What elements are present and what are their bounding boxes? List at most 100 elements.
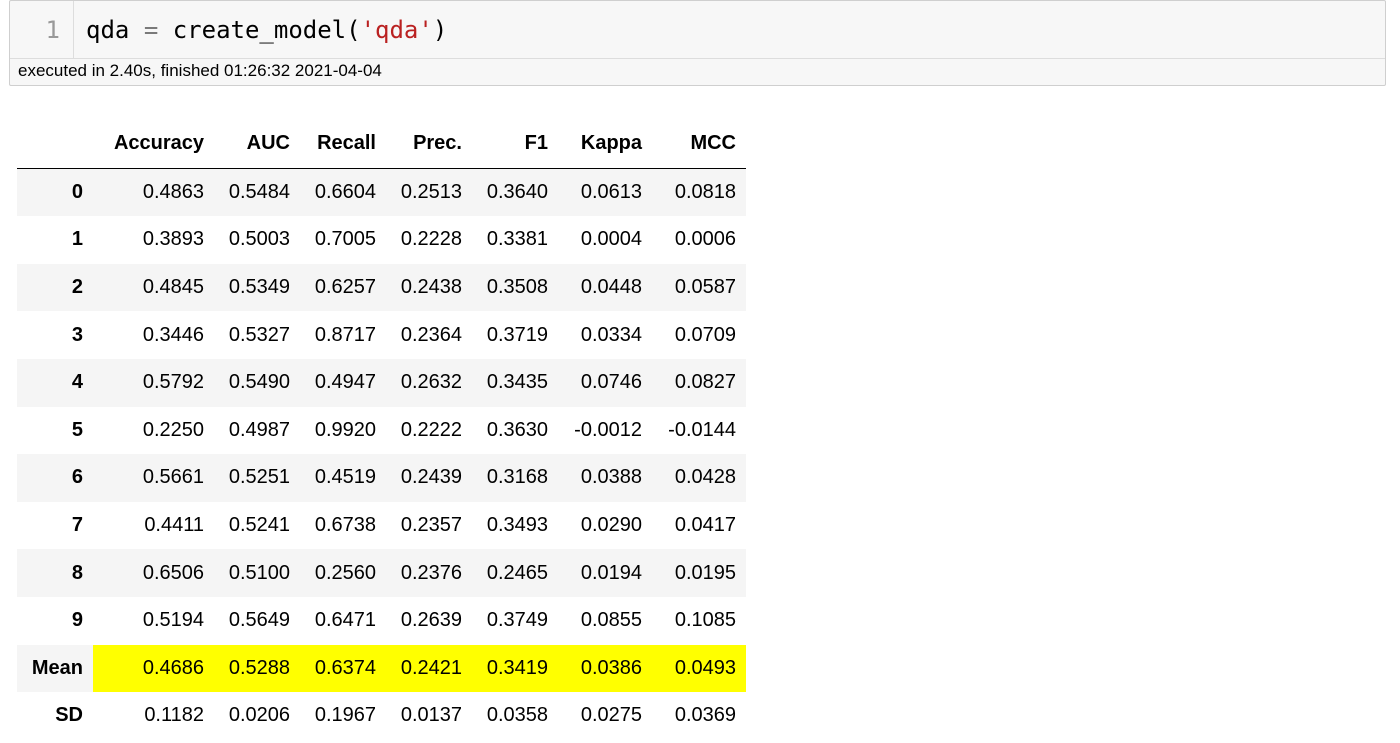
- table-row: 4 0.5792 0.5490 0.4947 0.2632 0.3435 0.0746 0.0…: [17, 358, 746, 407]
- table-cell: 0.3493: [472, 501, 558, 550]
- table-cell: 0.0428: [652, 454, 746, 502]
- table-cell: 0.3168: [472, 454, 558, 502]
- table-cell: 0.2222: [386, 406, 472, 455]
- table-cell: 0.0290: [558, 501, 652, 550]
- table-cell: 0.2560: [300, 549, 386, 597]
- table-cell: 0.0358: [472, 692, 558, 740]
- table-cell: 0.6738: [300, 501, 386, 550]
- table-cell: 0.5661: [93, 454, 214, 502]
- row-index: 2: [17, 263, 93, 312]
- table-cell: 0.5484: [214, 168, 300, 217]
- table-cell: 0.3381: [472, 216, 558, 264]
- row-index: Mean: [17, 644, 93, 693]
- table-cell: 0.3719: [472, 311, 558, 359]
- table-cell: 0.0818: [652, 168, 746, 217]
- table-cell: 0.0448: [558, 263, 652, 312]
- table-cell: 0.2438: [386, 263, 472, 312]
- code-variable: qda: [86, 15, 130, 44]
- table-cell: 0.0493: [652, 644, 746, 693]
- column-header: AUC: [214, 120, 300, 169]
- column-header: Accuracy: [93, 120, 214, 169]
- table-row: 3 0.3446 0.5327 0.8717 0.2364 0.3719 0.0334 0.0…: [17, 311, 746, 359]
- code-line[interactable]: qda = create_model('qda'): [74, 16, 447, 44]
- row-index: 0: [17, 168, 93, 217]
- table-cell: 0.3446: [93, 311, 214, 359]
- table-cell: 0.0334: [558, 311, 652, 359]
- table-row: 2 0.4845 0.5349 0.6257 0.2438 0.3508 0.0448 0.0…: [17, 263, 746, 312]
- table-cell: 0.4863: [93, 168, 214, 217]
- table-header-row: Accuracy AUC Recall Prec. F1 Kappa MCC: [17, 120, 746, 169]
- table-cell: 0.1085: [652, 596, 746, 645]
- table-cell: 0.3893: [93, 216, 214, 264]
- table-row: SD 0.1182 0.0206 0.1967 0.0137 0.0358 0.0275 0.…: [17, 692, 746, 740]
- table-cell: 0.6506: [93, 549, 214, 597]
- row-index: 4: [17, 358, 93, 407]
- code-paren: ): [432, 15, 448, 44]
- row-index: 9: [17, 596, 93, 645]
- table-cell: 0.3419: [472, 644, 558, 693]
- table-cell: 0.0137: [386, 692, 472, 740]
- code-function: create_model(: [172, 15, 361, 44]
- table-cell: 0.0709: [652, 311, 746, 359]
- table-cell: 0.2421: [386, 644, 472, 693]
- table-cell: 0.0275: [558, 692, 652, 740]
- table-cell: 0.5327: [214, 311, 300, 359]
- table-cell: 0.8717: [300, 311, 386, 359]
- table-cell: 0.2250: [93, 406, 214, 455]
- table-cell: 0.4947: [300, 358, 386, 407]
- table-row: 7 0.4411 0.5241 0.6738 0.2357 0.3493 0.0290 0.0…: [17, 501, 746, 550]
- column-header: Kappa: [558, 120, 652, 169]
- table-cell: 0.3640: [472, 168, 558, 217]
- code-cell[interactable]: 1 qda = create_model('qda') executed in …: [9, 0, 1386, 86]
- table-row-mean: Mean 0.4686 0.5288 0.6374 0.2421 0.3419 0.0386…: [17, 644, 746, 693]
- table-cell: -0.0144: [652, 406, 746, 455]
- table-cell: 0.0369: [652, 692, 746, 740]
- column-header: Prec.: [386, 120, 472, 169]
- table-cell: 0.0587: [652, 263, 746, 312]
- table-cell: 0.4519: [300, 454, 386, 502]
- table-row: 6 0.5661 0.5251 0.4519 0.2439 0.3168 0.0388 0.0…: [17, 454, 746, 502]
- table-cell: 0.0388: [558, 454, 652, 502]
- table-row: 0 0.4863 0.5484 0.6604 0.2513 0.3640 0.0613 0.0…: [17, 168, 746, 217]
- table-cell: 0.5251: [214, 454, 300, 502]
- table-cell: 0.5349: [214, 263, 300, 312]
- table-row: 5 0.2250 0.4987 0.9920 0.2222 0.3630 -0.0012 -0…: [17, 406, 746, 455]
- table-cell: 0.2364: [386, 311, 472, 359]
- table-cell: 0.0613: [558, 168, 652, 217]
- table-cell: 0.1182: [93, 692, 214, 740]
- row-index: 5: [17, 406, 93, 455]
- table-cell: 0.9920: [300, 406, 386, 455]
- output-area: Accuracy AUC Recall Prec. F1 Kappa MCC 0…: [17, 120, 746, 740]
- table-cell: 0.6374: [300, 644, 386, 693]
- table-cell: 0.2465: [472, 549, 558, 597]
- table-cell: 0.5649: [214, 596, 300, 645]
- column-header: F1: [472, 120, 558, 169]
- table-cell: 0.5792: [93, 358, 214, 407]
- table-cell: 0.4845: [93, 263, 214, 312]
- row-index: 3: [17, 311, 93, 359]
- table-cell: 0.3435: [472, 358, 558, 407]
- code-operator: =: [143, 15, 159, 44]
- table-row: 1 0.3893 0.5003 0.7005 0.2228 0.3381 0.0004 0.0…: [17, 216, 746, 264]
- table-row: 9 0.5194 0.5649 0.6471 0.2639 0.3749 0.0855 0.1…: [17, 596, 746, 645]
- table-cell: 0.5194: [93, 596, 214, 645]
- table-cell: 0.2439: [386, 454, 472, 502]
- table-cell: 0.0827: [652, 358, 746, 407]
- table-cell: 0.0004: [558, 216, 652, 264]
- row-index: 1: [17, 216, 93, 264]
- table-cell: 0.2513: [386, 168, 472, 217]
- index-header: [17, 120, 93, 169]
- table-cell: 0.5100: [214, 549, 300, 597]
- table-cell: 0.0194: [558, 549, 652, 597]
- line-number: 1: [10, 0, 74, 59]
- table-cell: 0.4411: [93, 501, 214, 550]
- row-index: 7: [17, 501, 93, 550]
- table-cell: 0.2357: [386, 501, 472, 550]
- table-cell: 0.0006: [652, 216, 746, 264]
- row-index: 8: [17, 549, 93, 597]
- table-cell: 0.2639: [386, 596, 472, 645]
- column-header: Recall: [300, 120, 386, 169]
- results-table: Accuracy AUC Recall Prec. F1 Kappa MCC 0…: [17, 120, 746, 740]
- row-index: 6: [17, 454, 93, 502]
- code-input-area[interactable]: 1 qda = create_model('qda'): [10, 0, 1385, 59]
